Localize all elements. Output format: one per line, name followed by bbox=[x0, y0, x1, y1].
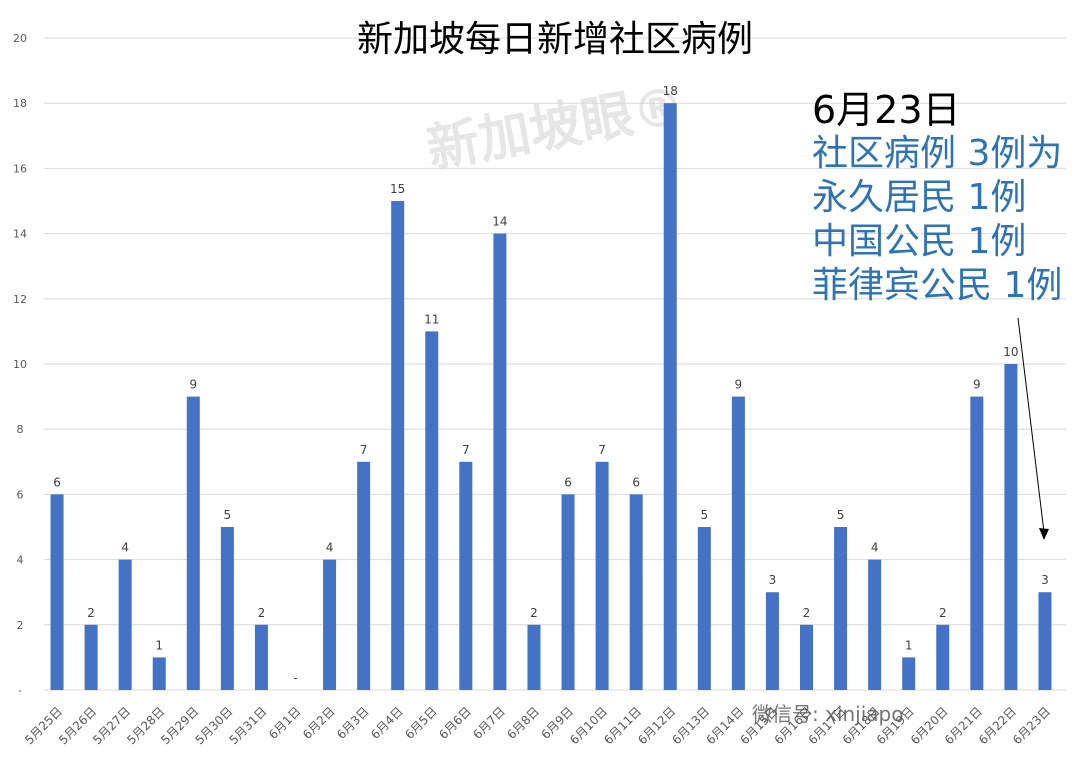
bar bbox=[357, 461, 371, 690]
data-label: 2 bbox=[530, 606, 538, 620]
x-tick-label: 6月8日 bbox=[504, 704, 542, 742]
bar bbox=[561, 494, 575, 690]
chart-title: 新加坡每日新增社区病例 bbox=[356, 19, 753, 60]
bar bbox=[868, 559, 882, 690]
y-tick-label: 12 bbox=[13, 293, 27, 306]
data-label: 3 bbox=[1041, 573, 1049, 587]
annotation-arrow bbox=[1017, 317, 1045, 533]
data-label: 4 bbox=[121, 541, 129, 555]
y-tick-label: 2 bbox=[17, 619, 24, 632]
x-tick-label: 6月1日 bbox=[266, 704, 304, 742]
y-tick-label: - bbox=[18, 684, 22, 697]
x-tick-label: 6月4日 bbox=[368, 704, 406, 742]
bar bbox=[1038, 592, 1052, 690]
data-label: - bbox=[293, 671, 297, 685]
data-label: 4 bbox=[871, 541, 879, 555]
bar bbox=[152, 657, 166, 690]
data-label: 11 bbox=[424, 312, 439, 326]
bar bbox=[254, 624, 268, 690]
x-tick-label: 6月6日 bbox=[436, 704, 474, 742]
annotation-line-4: 菲律宾公民 1例 bbox=[812, 265, 1063, 306]
data-label: 18 bbox=[663, 84, 678, 98]
data-label: 6 bbox=[53, 475, 61, 489]
bar bbox=[970, 396, 984, 690]
x-tick-label: 5月31日 bbox=[226, 704, 269, 747]
y-tick-label: 20 bbox=[13, 32, 27, 45]
wechat-watermark: 微信号: xinjiapo bbox=[752, 702, 904, 726]
data-label: 5 bbox=[837, 508, 845, 522]
data-label: 14 bbox=[492, 215, 507, 229]
data-label: 3 bbox=[769, 573, 777, 587]
x-tick-label: 6月2日 bbox=[300, 704, 338, 742]
data-label: 6 bbox=[632, 475, 640, 489]
bar bbox=[936, 624, 950, 690]
annotation-date: 6月23日 bbox=[812, 88, 961, 132]
annotation-arrowhead bbox=[1038, 528, 1049, 540]
annotation-line-3: 中国公民 1例 bbox=[812, 221, 1027, 262]
bar bbox=[629, 494, 643, 690]
bar bbox=[731, 396, 745, 690]
bar bbox=[459, 461, 473, 690]
y-tick-label: 8 bbox=[17, 423, 24, 436]
x-tick-label: 6月3日 bbox=[334, 704, 372, 742]
y-tick-label: 6 bbox=[17, 488, 24, 501]
x-tick-label: 6月23日 bbox=[1010, 704, 1053, 747]
x-tick-label: 6月7日 bbox=[470, 704, 508, 742]
bar bbox=[527, 624, 541, 690]
x-tick-label: 6月5日 bbox=[402, 704, 440, 742]
annotation-line-2: 永久居民 1例 bbox=[812, 177, 1027, 218]
data-label: 9 bbox=[973, 378, 981, 392]
data-label: 2 bbox=[803, 606, 811, 620]
data-label: 4 bbox=[326, 541, 334, 555]
data-label: 1 bbox=[155, 638, 163, 652]
bar bbox=[84, 624, 98, 690]
bar bbox=[902, 657, 916, 690]
data-label: 5 bbox=[700, 508, 708, 522]
y-tick-label: 4 bbox=[17, 554, 24, 567]
y-tick-label: 16 bbox=[13, 162, 27, 175]
y-tick-label: 14 bbox=[13, 228, 27, 241]
data-label: 5 bbox=[224, 508, 232, 522]
bar bbox=[425, 331, 439, 690]
bar bbox=[697, 527, 711, 690]
y-tick-label: 10 bbox=[13, 358, 27, 371]
bar bbox=[391, 201, 405, 690]
bar bbox=[186, 396, 200, 690]
bar bbox=[118, 559, 132, 690]
bar bbox=[220, 527, 234, 690]
data-label: 6 bbox=[564, 475, 572, 489]
data-label: 9 bbox=[735, 378, 743, 392]
data-label: 7 bbox=[598, 443, 606, 457]
bar bbox=[50, 494, 64, 690]
bar bbox=[493, 233, 507, 690]
y-tick-label: 18 bbox=[13, 97, 27, 110]
bar bbox=[1004, 364, 1018, 690]
data-label: 9 bbox=[189, 378, 197, 392]
bar bbox=[323, 559, 337, 690]
bar bbox=[765, 592, 779, 690]
data-label: 2 bbox=[258, 606, 266, 620]
annotation-line-1: 社区病例 3例为 bbox=[812, 133, 1063, 174]
annotation-box: 6月23日 社区病例 3例为 永久居民 1例 中国公民 1例 菲律宾公民 1例 bbox=[812, 88, 1062, 308]
data-label: 15 bbox=[390, 182, 405, 196]
data-label: 1 bbox=[905, 638, 913, 652]
data-label: 7 bbox=[462, 443, 470, 457]
bar bbox=[800, 624, 813, 690]
bar bbox=[663, 103, 677, 690]
bar bbox=[834, 527, 848, 690]
data-label: 2 bbox=[939, 606, 947, 620]
data-label: 2 bbox=[87, 606, 95, 620]
data-label: 10 bbox=[1003, 345, 1018, 359]
data-label: 7 bbox=[360, 443, 368, 457]
bar bbox=[595, 461, 609, 690]
